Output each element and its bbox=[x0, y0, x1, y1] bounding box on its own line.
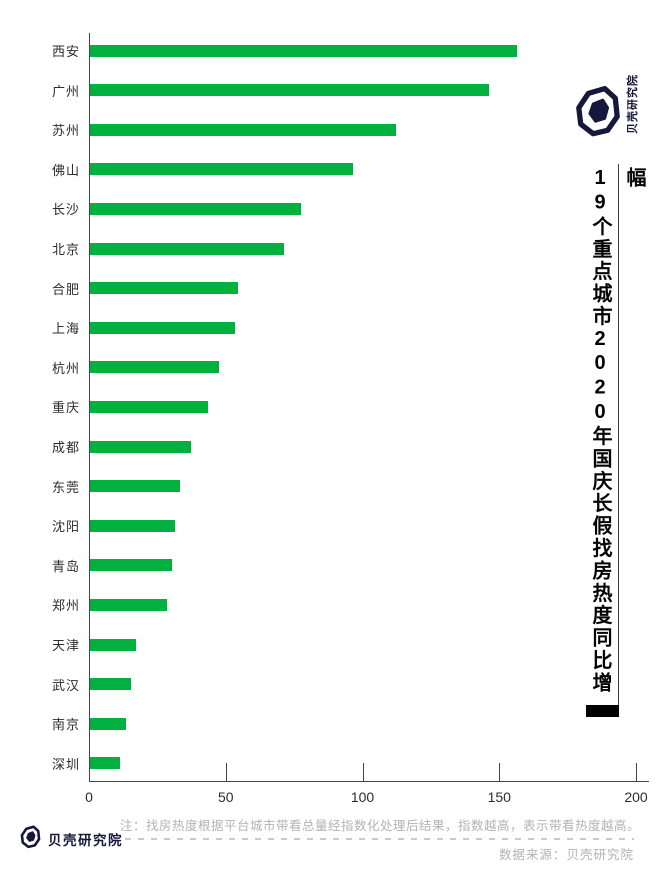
city-label: 长沙 bbox=[51, 202, 80, 218]
title-end-block bbox=[586, 705, 619, 717]
bar bbox=[90, 123, 397, 136]
brand-name-vertical: 贝壳研究院 bbox=[627, 74, 639, 134]
bar-row: 天津 bbox=[0, 638, 137, 653]
bar-row: 苏州 bbox=[0, 123, 397, 139]
bar bbox=[90, 519, 175, 532]
bar-row: 佛山 bbox=[0, 162, 353, 178]
x-tick-label: 150 bbox=[487, 789, 511, 805]
bar bbox=[90, 202, 301, 215]
x-tick-label: 0 bbox=[85, 789, 93, 805]
x-tick-mark bbox=[362, 763, 364, 781]
x-tick-mark bbox=[499, 763, 501, 781]
x-tick-mark bbox=[636, 763, 637, 781]
beike-shell-icon bbox=[20, 825, 41, 849]
bar bbox=[90, 163, 353, 176]
x-axis-line bbox=[89, 781, 649, 782]
bar-row: 北京 bbox=[0, 242, 285, 257]
bar-row: 青岛 bbox=[0, 558, 173, 574]
bar-row: 长沙 bbox=[0, 202, 301, 218]
city-label: 重庆 bbox=[51, 400, 80, 416]
bar bbox=[90, 361, 219, 374]
city-label: 郑州 bbox=[51, 598, 80, 614]
bar-row: 广州 bbox=[0, 83, 490, 99]
bar bbox=[90, 440, 192, 453]
city-label: 深圳 bbox=[51, 756, 80, 772]
city-label: 天津 bbox=[51, 638, 80, 653]
footnote: 注：找房热度根据平台城市带看总量经指数化处理后结果，指数越高，表示带看热度越高。 bbox=[120, 819, 641, 833]
bar bbox=[90, 717, 126, 730]
bar bbox=[90, 400, 208, 413]
city-label: 合肥 bbox=[51, 281, 80, 297]
city-label: 东莞 bbox=[51, 479, 80, 495]
y-axis-line bbox=[89, 33, 90, 782]
bar bbox=[90, 559, 173, 572]
chart-title: 19个重点城市2020年国庆长假找房热度同比增幅 bbox=[589, 167, 645, 695]
bar-row: 南京 bbox=[0, 717, 126, 733]
bar bbox=[90, 638, 137, 651]
bar-row: 杭州 bbox=[0, 360, 219, 376]
city-label: 上海 bbox=[51, 321, 80, 337]
data-source: 数据来源：贝壳研究院 bbox=[498, 848, 634, 862]
bar bbox=[90, 84, 490, 97]
city-label: 佛山 bbox=[51, 162, 80, 178]
city-label: 南京 bbox=[51, 717, 80, 733]
bar-row: 沈阳 bbox=[0, 519, 175, 535]
bar-row: 东莞 bbox=[0, 479, 181, 495]
bar bbox=[90, 321, 235, 334]
dashed-divider bbox=[112, 838, 634, 840]
city-label: 广州 bbox=[51, 83, 80, 99]
brand-name: 贝壳研究院 bbox=[48, 832, 123, 848]
bar-row: 郑州 bbox=[0, 598, 167, 614]
x-tick-label: 100 bbox=[350, 789, 375, 805]
title-rule bbox=[618, 164, 619, 705]
city-label: 青岛 bbox=[51, 558, 80, 574]
bar bbox=[90, 757, 121, 770]
bar-row: 上海 bbox=[0, 321, 235, 337]
x-tick-mark bbox=[225, 763, 227, 781]
x-tick-label: 200 bbox=[624, 789, 648, 805]
bar-row: 成都 bbox=[0, 440, 192, 455]
brand-logo-bottom-left: 贝壳研究院 bbox=[18, 825, 123, 852]
city-label: 西安 bbox=[51, 44, 80, 59]
brand-logo-top-right bbox=[574, 84, 644, 194]
city-label: 武汉 bbox=[51, 677, 80, 693]
bar bbox=[90, 480, 181, 493]
bar-row: 合肥 bbox=[0, 281, 238, 297]
bar bbox=[90, 678, 132, 691]
bar-row: 西安 bbox=[0, 44, 517, 59]
city-label: 苏州 bbox=[51, 123, 80, 139]
bar bbox=[90, 242, 285, 255]
city-label: 沈阳 bbox=[51, 519, 80, 535]
city-label: 杭州 bbox=[51, 360, 80, 376]
bar bbox=[90, 44, 517, 57]
bar bbox=[90, 282, 238, 295]
bar-row: 深圳 bbox=[0, 756, 121, 772]
city-label: 成都 bbox=[51, 440, 80, 455]
bar-row: 武汉 bbox=[0, 677, 132, 693]
bar-row: 重庆 bbox=[0, 400, 208, 416]
x-tick-label: 50 bbox=[217, 789, 234, 805]
city-label: 北京 bbox=[51, 242, 80, 257]
beike-shell-icon bbox=[576, 85, 620, 137]
bar bbox=[90, 598, 167, 611]
